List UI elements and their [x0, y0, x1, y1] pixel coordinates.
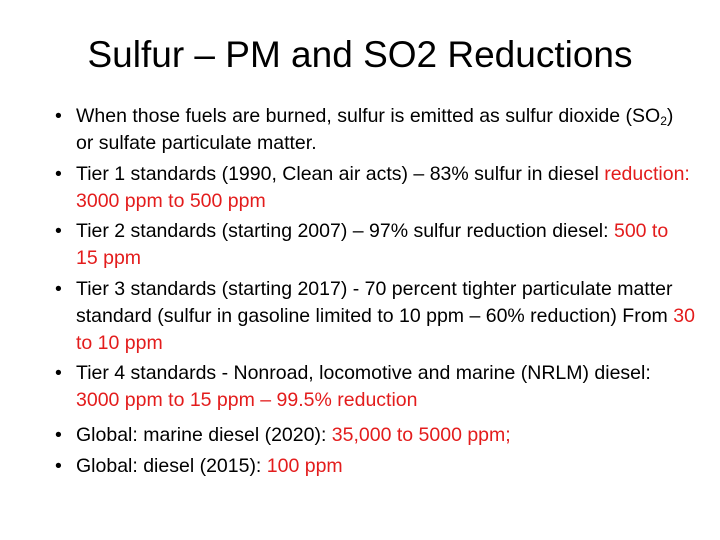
bullet-text: Tier 4 standards - Nonroad, locomotive a… — [76, 362, 651, 384]
highlight-text: 30 to 10 ppm — [76, 304, 695, 354]
bullet-icon: • — [55, 162, 62, 185]
bullet-icon: • — [55, 105, 62, 127]
bullet-text: Tier 3 standards (starting 2017) - 70 pe… — [76, 277, 674, 327]
bullet-item-tier-1: • Tier 1 standards (1990, Clean air acts… — [55, 161, 695, 215]
bullet-item-global-diesel: • Global: diesel (2015): 100 ppm — [55, 453, 695, 480]
bullet-text: Tier 2 standards (starting 2007) – 97% s… — [76, 220, 614, 242]
bullet-icon: • — [55, 220, 62, 242]
bullet-item-tier-2: • Tier 2 standards (starting 2007) – 97%… — [55, 218, 695, 272]
bullet-text: Global: marine diesel (2020): — [76, 424, 332, 446]
bullet-icon: • — [55, 454, 62, 477]
bullet-icon: • — [55, 424, 62, 446]
bullet-text-continued: ) or sulfate particulate matter. — [76, 105, 674, 154]
highlight-text: 3000 ppm to 15 ppm – 99.5% reduction — [76, 389, 418, 411]
bullet-text: Global: diesel (2015): — [76, 454, 267, 477]
bullet-icon: • — [55, 277, 62, 300]
bullet-icon: • — [55, 362, 62, 384]
highlight-text: reduction: 3000 ppm to 500 ppm — [76, 162, 690, 212]
subscript: 2 — [660, 114, 667, 129]
bullet-item-sulfur-emission: • When those fuels are burned, sulfur is… — [55, 103, 695, 157]
slide-title: Sulfur – PM and SO2 Reductions — [87, 34, 633, 75]
highlight-text: 35,000 to 5000 ppm; — [331, 424, 511, 446]
bullet-list: • When those fuels are burned, sulfur is… — [55, 103, 695, 483]
bullet-text: Tier 1 standards (1990, Clean air acts) … — [76, 162, 605, 185]
bullet-item-global-marine: • Global: marine diesel (2020): 35,000 t… — [55, 422, 695, 449]
highlight-text: 500 to 15 ppm — [76, 220, 669, 269]
bullet-item-tier-3: • Tier 3 standards (starting 2017) - 70 … — [55, 276, 695, 357]
bullet-item-tier-4: • Tier 4 standards - Nonroad, locomotive… — [55, 360, 695, 414]
bullet-text: When those fuels are burned, sulfur is e… — [76, 105, 661, 127]
highlight-text: 100 ppm — [266, 454, 343, 477]
